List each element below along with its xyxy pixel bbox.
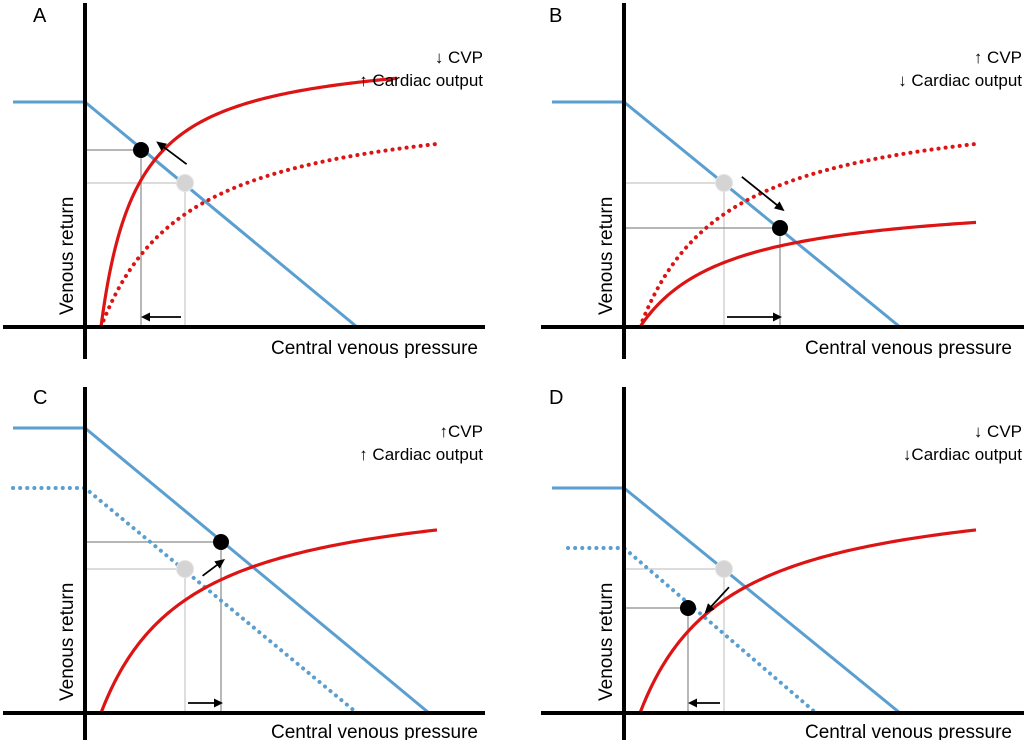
x-axis-label: Central venous pressure — [271, 338, 478, 359]
equilibrium-shift-arrow — [709, 586, 730, 609]
arrowhead-icon — [214, 698, 223, 708]
equilibrium-shift-arrow — [202, 563, 220, 577]
y-axis-label: Venous return — [596, 583, 617, 701]
equilibrium-shift-arrow — [162, 145, 188, 165]
guide-line-old — [85, 568, 186, 713]
panel-letter: D — [549, 387, 563, 409]
arrowhead-icon — [773, 312, 782, 322]
x-axis-label: Central venous pressure — [271, 722, 478, 740]
arrowhead-icon — [214, 559, 225, 569]
panel-a: A ↓ CVP ↑ Cardiac output Central venous pre… — [3, 3, 485, 359]
x-axis-label: Central venous pressure — [805, 338, 1012, 359]
arrowhead-icon — [704, 603, 715, 614]
y-axis-label: Venous return — [596, 197, 617, 315]
cardiac-output-change-annotation: ↑ Cardiac output — [359, 445, 483, 464]
panel-b: B ↑ CVP ↓ Cardiac output Central venous pre… — [541, 3, 1024, 359]
cvp-change-annotation: ↑CVP — [440, 422, 483, 441]
new-equilibrium-point — [680, 600, 696, 616]
guide-line-old — [85, 182, 186, 327]
panel-d: D ↓ CVP ↓Cardiac output Central venous pres… — [541, 387, 1024, 740]
new-equilibrium-point — [133, 142, 149, 158]
cvp-change-annotation: ↑ CVP — [974, 48, 1022, 67]
guide-line-new — [624, 607, 689, 713]
arrowhead-icon — [688, 698, 697, 708]
cardiac-function-curve-solid — [99, 76, 398, 328]
old-equilibrium-point — [715, 560, 733, 578]
cardiac-function-curve-dotted — [638, 141, 978, 329]
cvp-change-annotation: ↓ CVP — [974, 422, 1022, 441]
new-equilibrium-point — [772, 220, 788, 236]
equilibrium-shift-arrow — [741, 176, 779, 207]
panel-c: C ↑CVP ↑ Cardiac output Central venous pres… — [3, 387, 485, 740]
arrowhead-icon — [156, 141, 167, 151]
y-axis-label: Venous return — [57, 583, 78, 701]
guide-line-old — [624, 182, 725, 327]
cardiac-function-curve-solid — [638, 528, 977, 714]
arrowhead-icon — [141, 312, 150, 322]
arrowhead-icon — [773, 201, 785, 212]
new-equilibrium-point — [213, 534, 229, 550]
cardiac-function-curve-solid — [99, 528, 438, 714]
cardiac-output-change-annotation: ↓ Cardiac output — [898, 71, 1022, 90]
panel-letter: A — [33, 5, 47, 27]
cardiac-output-change-annotation: ↑ Cardiac output — [359, 71, 483, 90]
old-equilibrium-point — [176, 560, 194, 578]
panel-letter: B — [549, 5, 562, 27]
y-axis-label: Venous return — [57, 197, 78, 315]
x-axis-label: Central venous pressure — [805, 722, 1012, 740]
old-equilibrium-point — [715, 174, 733, 192]
cardiac-function-curve-dotted — [99, 141, 439, 329]
cvp-change-annotation: ↓ CVP — [435, 48, 483, 67]
panel-letter: C — [33, 387, 47, 409]
old-equilibrium-point — [176, 174, 194, 192]
cardiac-output-change-annotation: ↓Cardiac output — [903, 445, 1022, 464]
cardiac-function-curve-solid — [638, 220, 977, 328]
guide-line-new — [624, 227, 781, 327]
